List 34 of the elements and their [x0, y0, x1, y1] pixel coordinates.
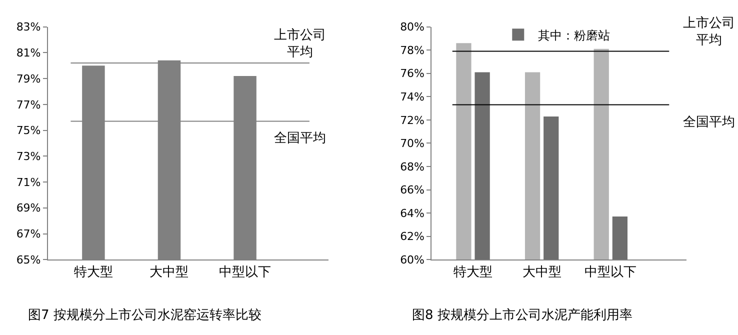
y-tick-label: 71%: [16, 176, 41, 189]
y-tick-label: 76%: [400, 67, 425, 80]
y-tick-label: 66%: [400, 184, 425, 197]
ref-line-label: 上市公司平均: [274, 28, 326, 60]
legend-label: 其中：粉磨站: [538, 28, 610, 42]
ref-line-label: 全国平均: [683, 115, 735, 130]
x-tick-label: 中型以下: [584, 265, 637, 280]
x-tick-label: 大中型: [522, 265, 562, 280]
y-tick-label: 69%: [16, 202, 41, 215]
x-tick-label: 特大型: [454, 265, 493, 280]
y-tick-label: 73%: [16, 150, 41, 163]
ref-line-label: 全国平均: [274, 131, 326, 146]
y-tick-label: 81%: [16, 46, 41, 60]
y-tick-label: 68%: [400, 160, 425, 174]
y-tick-label: 65%: [16, 253, 41, 266]
y-tick-label: 60%: [400, 253, 425, 266]
y-tick-label: 78%: [400, 44, 425, 57]
y-tick-label: 67%: [16, 228, 41, 241]
x-tick-label: 大中型: [150, 265, 189, 280]
x-tick-label: 中型以下: [219, 265, 272, 280]
y-tick-label: 62%: [400, 230, 425, 244]
caption: 图7 按规模分上市公司水泥窑运转率比较: [28, 307, 262, 323]
y-tick-label: 77%: [16, 98, 41, 112]
y-tick-label: 72%: [400, 114, 425, 127]
caption: 图8 按规模分上市公司水泥产能利用率: [412, 307, 632, 323]
y-tick-label: 70%: [400, 137, 425, 150]
y-tick-label: 80%: [400, 20, 425, 34]
y-tick-label: 79%: [16, 72, 41, 86]
y-tick-label: 74%: [400, 90, 425, 104]
y-tick-label: 64%: [400, 206, 425, 220]
x-tick-label: 特大型: [74, 265, 113, 280]
ref-line-label: 上市公司平均: [683, 16, 735, 48]
y-tick-label: 75%: [16, 124, 41, 138]
y-tick-label: 83%: [16, 20, 41, 34]
